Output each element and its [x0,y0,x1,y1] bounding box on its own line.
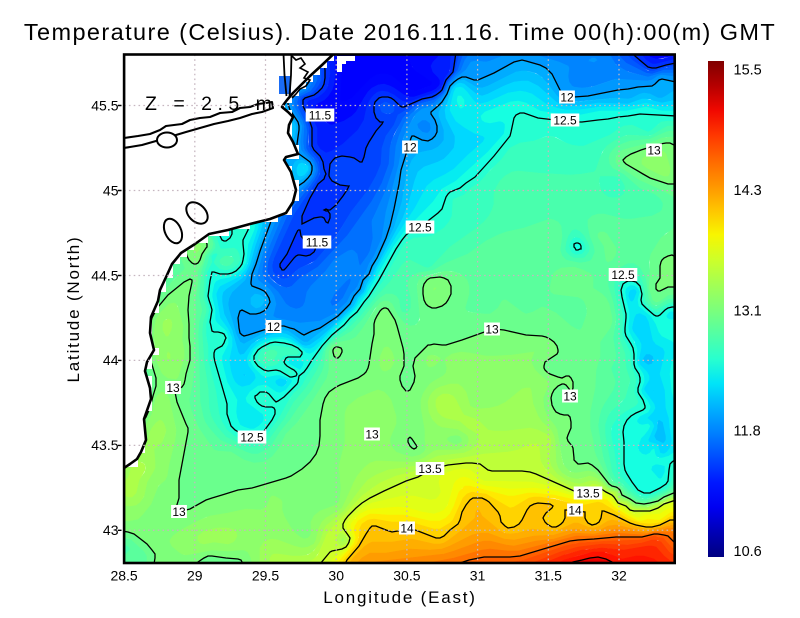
svg-text:45: 45 [103,182,119,198]
svg-text:43: 43 [103,522,119,538]
svg-text:43.5: 43.5 [91,437,118,453]
svg-text:11.5: 11.5 [306,235,329,249]
svg-text:12: 12 [267,320,281,334]
svg-text:10.6: 10.6 [734,544,762,560]
svg-text:14.3: 14.3 [734,183,762,199]
svg-text:13: 13 [172,505,186,519]
svg-text:13: 13 [166,381,180,395]
svg-text:13.5: 13.5 [418,462,442,476]
svg-text:44.5: 44.5 [91,267,118,283]
svg-text:13.5: 13.5 [576,486,600,500]
svg-text:12: 12 [560,90,574,104]
svg-text:12.5: 12.5 [240,430,264,444]
svg-text:11.8: 11.8 [734,424,761,440]
svg-text:44: 44 [103,352,119,368]
svg-text:Temperature (Celsius). Date 20: Temperature (Celsius). Date 2016.11.16. … [24,19,776,45]
svg-text:12.5: 12.5 [553,113,577,127]
svg-text:30.5: 30.5 [393,568,420,584]
svg-text:Latitude (North): Latitude (North) [64,236,83,383]
svg-text:Longitude (East): Longitude (East) [323,588,477,607]
svg-text:14: 14 [568,503,582,517]
svg-text:31.5: 31.5 [535,568,562,584]
svg-text:45.5: 45.5 [91,97,118,113]
svg-text:12.5: 12.5 [611,268,635,282]
svg-text:13: 13 [563,389,577,403]
svg-text:14: 14 [400,521,414,535]
svg-text:Z = 2.5 m: Z = 2.5 m [145,93,277,115]
svg-text:30: 30 [328,568,344,584]
svg-text:29: 29 [187,568,203,584]
svg-text:13: 13 [485,322,499,336]
svg-text:12.5: 12.5 [408,220,432,234]
svg-text:32: 32 [611,568,627,584]
svg-text:13: 13 [365,427,379,441]
svg-text:13: 13 [647,143,661,157]
svg-text:28.5: 28.5 [110,568,137,584]
svg-text:11.5: 11.5 [309,108,332,122]
svg-text:12: 12 [403,140,417,154]
svg-text:31: 31 [470,568,486,584]
svg-text:15.5: 15.5 [734,62,762,78]
svg-text:13.1: 13.1 [734,303,762,319]
svg-text:29.5: 29.5 [252,568,279,584]
